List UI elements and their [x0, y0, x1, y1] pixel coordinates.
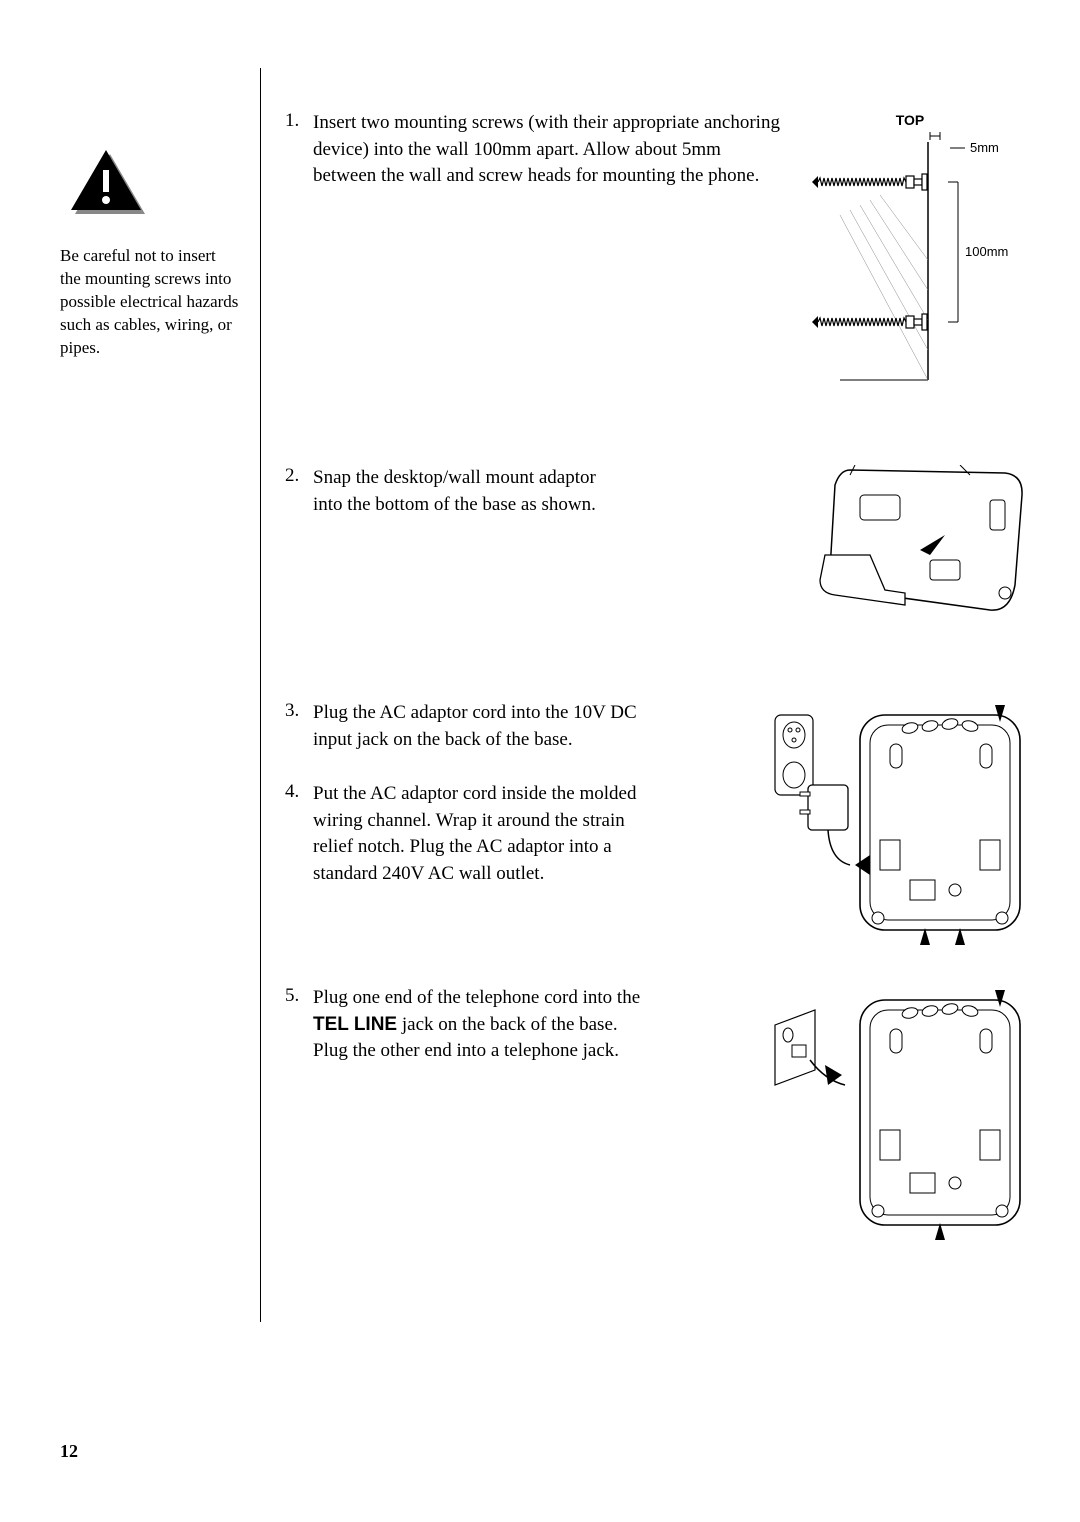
figure-4-tel-line	[770, 985, 1030, 1250]
step-1-num: 1.	[285, 110, 313, 132]
page-number: 12	[60, 1441, 78, 1462]
fig1-100mm-label: 100mm	[965, 244, 1008, 259]
tel-line-label: TEL LINE	[313, 1014, 397, 1035]
figure-2-snap-adaptor	[810, 465, 1030, 620]
fig1-5mm-label: 5mm	[970, 140, 999, 155]
step-5-pre: Plug one end of the telephone cord into …	[313, 987, 640, 1008]
step-4-body: Put the AC adaptor cord inside the molde…	[313, 781, 646, 887]
sidebar: Be careful not to insert the mounting sc…	[60, 60, 260, 1482]
step-2-text: 2.Snap the desktop/wall mount adaptor in…	[285, 465, 645, 518]
step-4-num: 4.	[285, 781, 313, 803]
step-1-body: Insert two mounting screws (with their a…	[313, 110, 781, 190]
warning-text: Be careful not to insert the mounting sc…	[60, 245, 240, 360]
step-1-row: 1.Insert two mounting screws (with their…	[285, 110, 1030, 405]
step-1-text: 1.Insert two mounting screws (with their…	[285, 110, 800, 190]
page-container: Be careful not to insert the mounting sc…	[0, 0, 1080, 1522]
step-2-num: 2.	[285, 465, 313, 487]
steps-3-4-row: 3.Plug the AC adaptor cord into the 10V …	[285, 700, 1030, 955]
figure-1-mounting-screws: TOP 5mm	[800, 110, 1030, 405]
warning-icon	[68, 150, 240, 225]
step-2-body: Snap the desktop/wall mount adaptor into…	[313, 465, 626, 518]
step-5-row: 5.Plug one end of the telephone cord int…	[285, 985, 1030, 1250]
step-3-num: 3.	[285, 700, 313, 722]
step-3-body: Plug the AC adaptor cord into the 10V DC…	[313, 700, 646, 753]
figure-3-ac-adaptor	[770, 700, 1030, 955]
step-5-body: Plug one end of the telephone cord into …	[313, 985, 646, 1065]
step-2-row: 2.Snap the desktop/wall mount adaptor in…	[285, 465, 1030, 620]
step-5-text: 5.Plug one end of the telephone cord int…	[285, 985, 665, 1065]
fig1-top-label: TOP	[896, 112, 925, 128]
steps-3-4-text: 3.Plug the AC adaptor cord into the 10V …	[285, 700, 665, 888]
step-5-num: 5.	[285, 985, 313, 1007]
main-content: 1.Insert two mounting screws (with their…	[261, 60, 1030, 1482]
